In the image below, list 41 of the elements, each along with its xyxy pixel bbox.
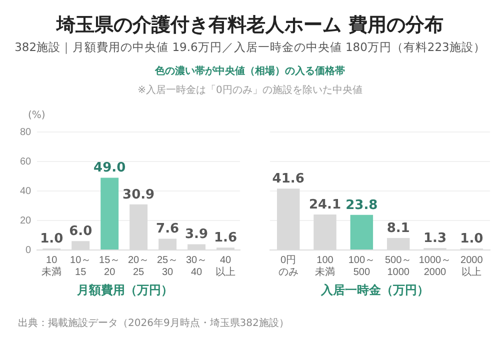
- bar: [350, 214, 374, 250]
- y-tick-label: 40: [20, 186, 32, 197]
- x-tick-label: 10～15: [70, 254, 92, 278]
- data-label: 1.6: [214, 230, 238, 246]
- x-tick-label: 30～40: [186, 254, 208, 278]
- data-label: 1.0: [40, 231, 64, 246]
- text: 色の濃い帯が中央値（相場）の入る価格帯: [154, 64, 346, 78]
- x-tick-label: 1000～2000: [418, 254, 452, 278]
- x-tick-label: 100未満: [315, 254, 335, 278]
- data-label: 23.8: [346, 198, 378, 213]
- bar: [100, 178, 119, 250]
- x-tick-label: 2000以上: [460, 254, 484, 278]
- data-label: 3.9: [185, 227, 208, 242]
- data-label: 8.1: [386, 220, 410, 236]
- y-tick-label: 60: [20, 156, 32, 168]
- chart-title: 埼玉県の介護付き有料老人ホーム 費用の分布: [55, 13, 444, 38]
- x-tick-label: 40以上: [216, 254, 236, 278]
- y-tick-label: 20: [20, 215, 32, 226]
- x-tick-label: 500～1000: [384, 254, 412, 278]
- y-tick-label: 0: [26, 244, 32, 256]
- x-tick-label: 15～20: [99, 254, 120, 278]
- x-tick-label: 25～30: [156, 254, 178, 278]
- data-label: 49.0: [94, 160, 126, 176]
- x-tick-label: 20～25: [128, 254, 150, 278]
- x-axis-title: 月額費用（万円）: [76, 282, 174, 299]
- data-label: 41.6: [272, 172, 304, 187]
- chart-subtitle: 382施設｜月額費用の中央値 19.6万円／入居一時金の中央値 180万円（有料223施設）: [14, 40, 486, 55]
- x-tick-label: 100～500: [348, 254, 376, 278]
- data-label: 1.3: [423, 230, 447, 246]
- y-tick-label: 80: [20, 126, 32, 138]
- source-note: 出典：掲載施設データ（2026年9月時点・埼玉県382施設）: [18, 316, 289, 330]
- data-label: 24.1: [308, 197, 342, 212]
- y-axis-title: (%): [28, 110, 46, 121]
- data-label: 30.9: [122, 187, 155, 202]
- x-tick-label: 0円のみ: [278, 254, 298, 278]
- data-label: 1.0: [460, 231, 484, 246]
- x-tick-label: 10未満: [42, 254, 62, 278]
- data-label: 6.0: [69, 224, 92, 240]
- text: ※入居一時金は「0円のみ」の施設を除いた中央値: [136, 84, 364, 97]
- data-label: 7.6: [156, 222, 180, 237]
- x-axis-title: 入居一時金（万円）: [320, 282, 430, 299]
